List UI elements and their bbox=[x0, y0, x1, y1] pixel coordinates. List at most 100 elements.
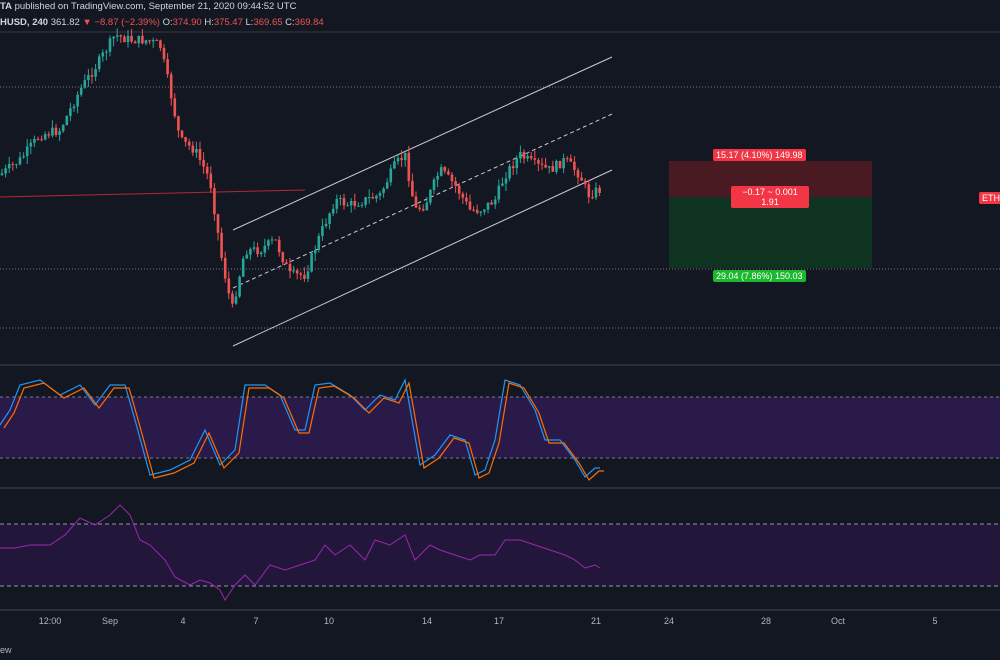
high-value: 375.47 bbox=[213, 17, 243, 28]
x-label-21: 21 bbox=[590, 616, 602, 626]
candle-body bbox=[400, 157, 403, 161]
candle-body bbox=[101, 52, 105, 57]
candle-body bbox=[486, 202, 490, 210]
candle-body bbox=[407, 152, 411, 181]
candle-body bbox=[76, 94, 79, 107]
candle-body bbox=[497, 185, 501, 200]
candle-body bbox=[151, 40, 155, 42]
candle-body bbox=[519, 151, 522, 159]
candle-body bbox=[202, 159, 205, 167]
candle-body bbox=[443, 167, 447, 172]
author-name[interactable]: TA bbox=[0, 1, 12, 12]
candle-body bbox=[137, 35, 141, 44]
low-label: L: bbox=[245, 17, 254, 28]
candle-body bbox=[213, 188, 216, 215]
candle-body bbox=[490, 202, 493, 205]
x-label-7: 7 bbox=[253, 616, 259, 626]
candle-body bbox=[40, 139, 43, 141]
candle-body bbox=[303, 274, 306, 279]
candle-body bbox=[263, 245, 267, 253]
candle-body bbox=[162, 48, 166, 60]
candle-body bbox=[472, 209, 475, 211]
candle-body bbox=[508, 166, 511, 179]
candle-body bbox=[159, 40, 162, 49]
candle-body bbox=[61, 125, 65, 132]
close-value: 369.84 bbox=[294, 17, 324, 28]
x-label-1200: 12:00 bbox=[38, 616, 62, 626]
candle-body bbox=[349, 201, 353, 206]
candle-body bbox=[346, 205, 349, 207]
candle-body bbox=[562, 158, 565, 169]
candle-body bbox=[79, 87, 83, 95]
candle-body bbox=[317, 235, 321, 251]
x-label-28: 28 bbox=[760, 616, 772, 626]
candle-body bbox=[18, 157, 22, 165]
candle-body bbox=[342, 198, 346, 206]
candle-body bbox=[429, 189, 432, 203]
candle-body bbox=[511, 166, 515, 169]
candle-body bbox=[526, 155, 529, 159]
candle-body bbox=[360, 204, 364, 206]
symbol-label[interactable]: HUSD, 240 bbox=[0, 17, 49, 28]
position-center-label[interactable]: −0.17 ~ 0.001 1.91 bbox=[731, 186, 809, 208]
symbol-info: HUSD, 240 361.82 ▼ −8.87 (−2.39%) O:374.… bbox=[0, 16, 324, 30]
candle-body bbox=[321, 225, 324, 236]
candle-body bbox=[220, 232, 223, 258]
candle-body bbox=[403, 152, 407, 161]
candle-body bbox=[439, 167, 443, 176]
position-center-line1: −0.17 ~ 0.001 bbox=[742, 187, 798, 197]
candle-body bbox=[432, 179, 436, 190]
high-label: H: bbox=[204, 17, 214, 28]
channel-lower-line bbox=[232, 169, 613, 347]
candle-body bbox=[241, 258, 245, 277]
candle-body bbox=[65, 115, 69, 126]
candle-body bbox=[382, 188, 385, 194]
candle-body bbox=[598, 187, 601, 193]
candle-body bbox=[267, 240, 270, 246]
candle-body bbox=[36, 138, 40, 140]
x-label-17: 17 bbox=[493, 616, 505, 626]
candle-body bbox=[357, 205, 360, 207]
candle-body bbox=[544, 164, 547, 168]
candle-body bbox=[475, 209, 479, 213]
candle-body bbox=[335, 198, 339, 209]
candle-body bbox=[22, 156, 25, 158]
candle-body bbox=[393, 161, 396, 169]
rsi-line bbox=[0, 504, 601, 601]
candle-body bbox=[25, 146, 29, 157]
stop-loss-label[interactable]: 15.17 (4.10%) 149.98 bbox=[713, 149, 806, 161]
candle-body bbox=[155, 40, 159, 42]
candle-body bbox=[292, 270, 295, 272]
candle-body bbox=[418, 207, 421, 210]
candle-body bbox=[108, 38, 112, 52]
x-label-5: 5 bbox=[932, 616, 938, 626]
candle-body bbox=[591, 197, 594, 199]
candle-body bbox=[414, 196, 418, 208]
candle-body bbox=[328, 213, 331, 224]
candle-body bbox=[54, 127, 58, 135]
candle-body bbox=[130, 35, 133, 42]
take-profit-label[interactable]: 29.04 (7.86%) 150.03 bbox=[713, 270, 806, 282]
stoch-band bbox=[0, 397, 1000, 458]
candle-body bbox=[83, 80, 87, 88]
candle-body bbox=[353, 201, 357, 206]
candle-body bbox=[227, 278, 231, 294]
candle-body bbox=[126, 35, 130, 43]
candle-body bbox=[274, 239, 277, 241]
x-label-24: 24 bbox=[663, 616, 675, 626]
candle-body bbox=[313, 250, 317, 254]
price-tag[interactable]: ETH bbox=[979, 192, 1000, 204]
candle-body bbox=[411, 180, 414, 197]
candle-body bbox=[231, 293, 234, 304]
candle-body bbox=[191, 145, 195, 153]
candle-body bbox=[115, 35, 119, 37]
candle-body bbox=[522, 151, 526, 159]
candle-body bbox=[195, 149, 198, 153]
open-label: O: bbox=[162, 17, 173, 28]
candle-body bbox=[573, 161, 576, 171]
candle-body bbox=[583, 180, 587, 185]
candle-body bbox=[540, 163, 544, 165]
candle-body bbox=[238, 276, 241, 297]
candle-body bbox=[169, 74, 173, 99]
